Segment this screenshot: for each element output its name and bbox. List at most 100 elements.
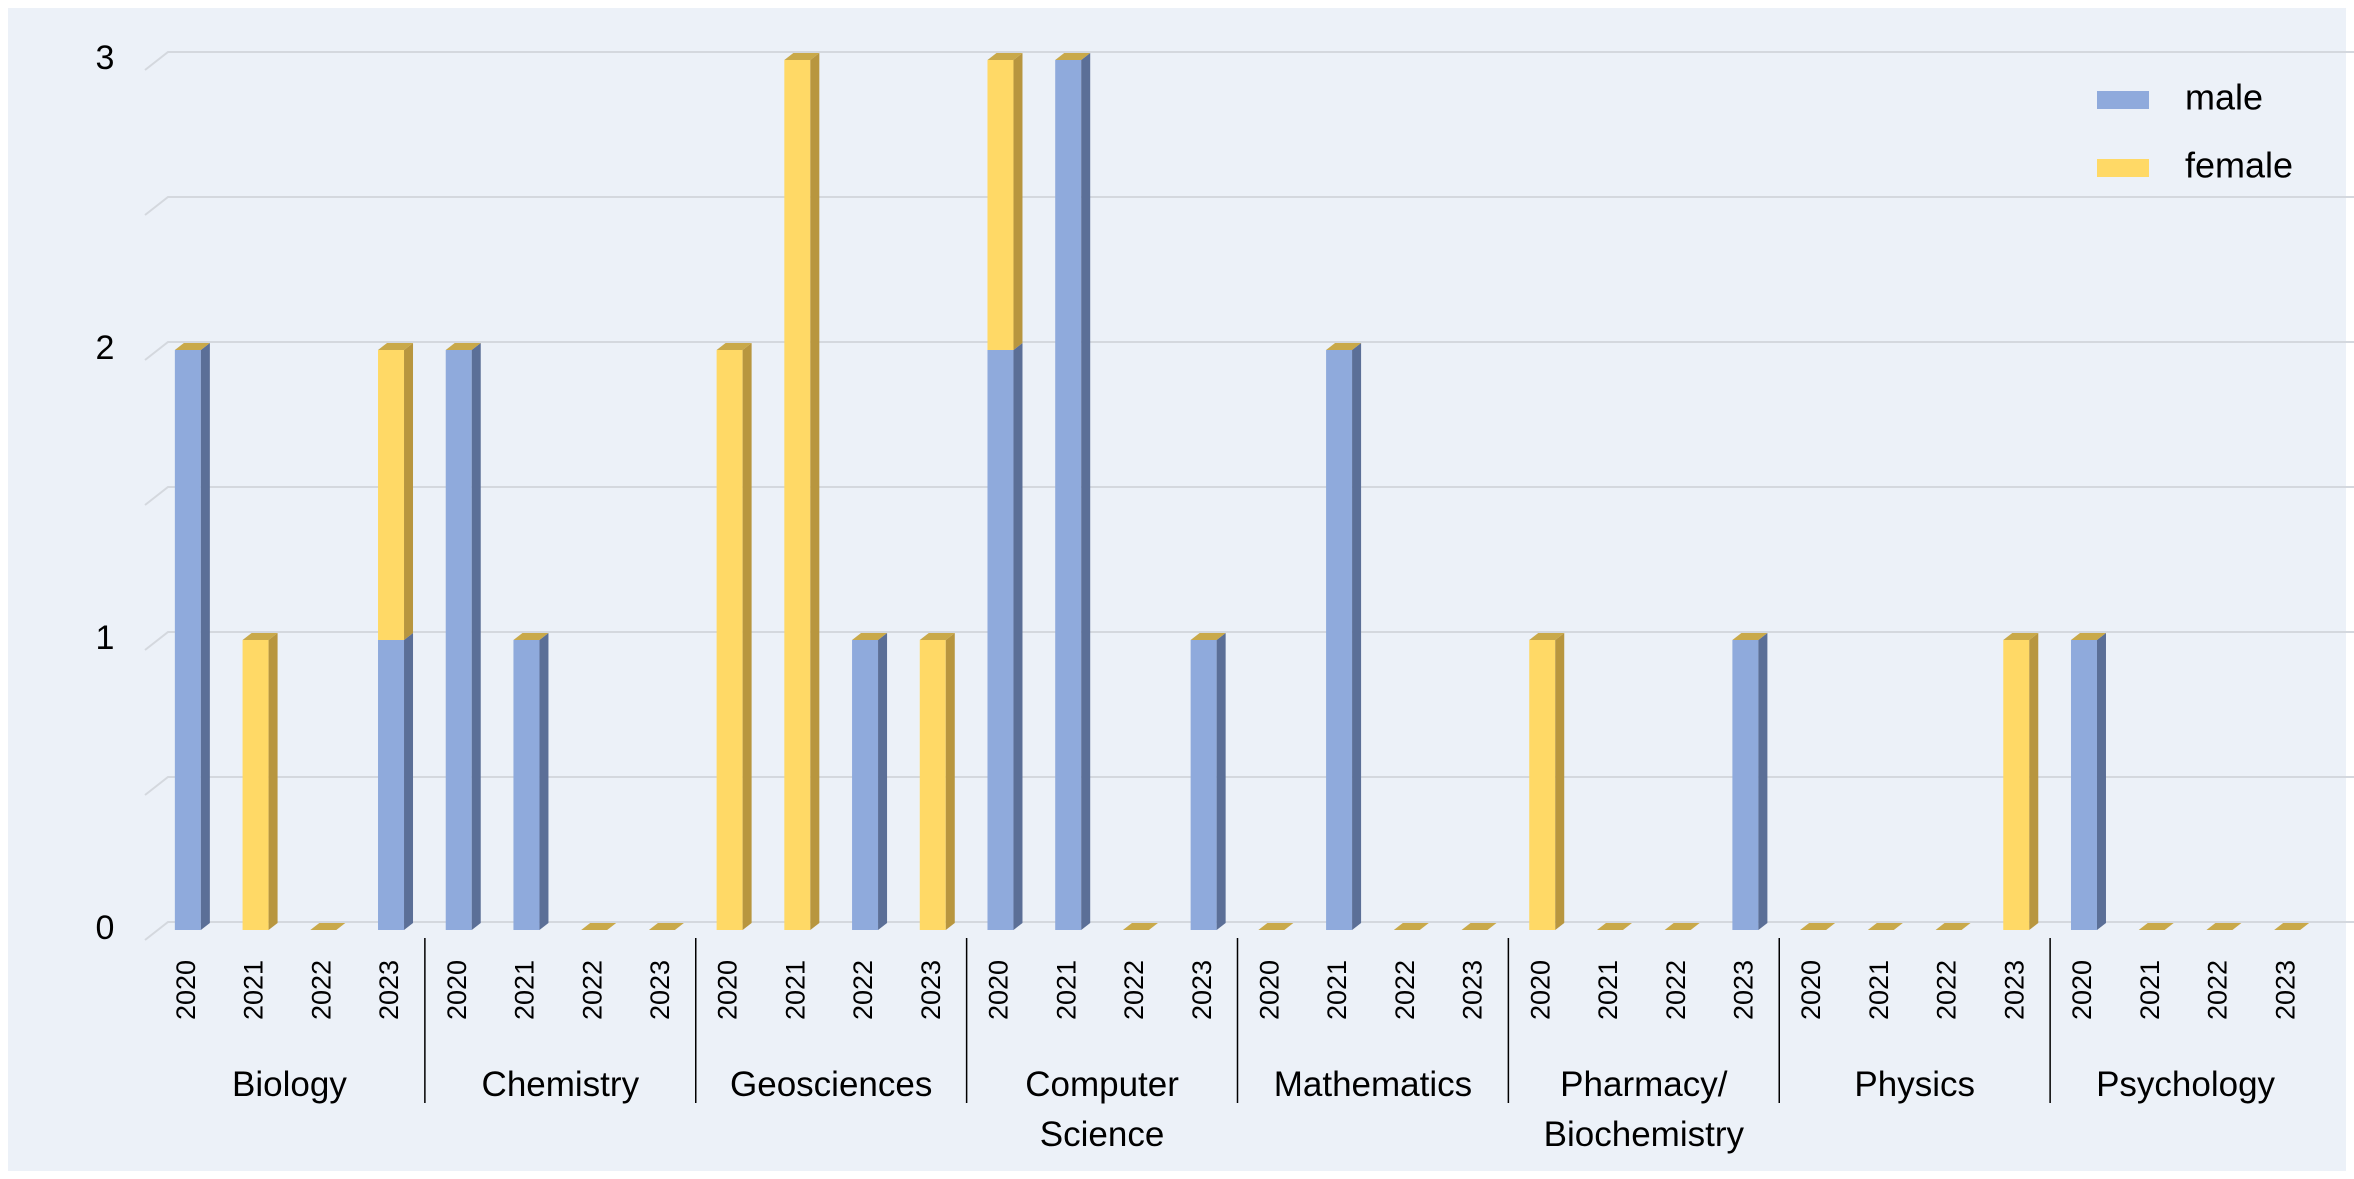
- legend-label: male: [2185, 77, 2263, 118]
- minor-grid-line: [144, 196, 2354, 216]
- x-tick-label: 2020: [1254, 960, 1284, 1020]
- bar-top: [1867, 923, 1903, 930]
- x-tick-label: 2022: [577, 960, 607, 1020]
- minor-grid-line: [144, 776, 2354, 796]
- y-tick-label: 1: [96, 619, 115, 657]
- bar-side: [1081, 53, 1091, 930]
- bar-top: [1664, 923, 1700, 930]
- bar-side: [200, 343, 210, 930]
- x-tick-label: 2020: [713, 960, 743, 1020]
- x-tick-label: 2022: [1390, 960, 1420, 1020]
- bar-top: [1326, 343, 1362, 350]
- bar-top: [378, 343, 414, 350]
- bar-top: [2206, 923, 2242, 930]
- bar-segment: [445, 350, 472, 930]
- x-tick-label: 2021: [510, 960, 540, 1020]
- x-tick-label: 2023: [1999, 960, 2029, 1020]
- x-tick-label: 2022: [1661, 960, 1691, 1020]
- bar-top: [784, 53, 820, 60]
- bar-segment: [2070, 640, 2097, 930]
- bar-top: [2003, 633, 2039, 640]
- bar-top: [919, 633, 955, 640]
- x-tick-label: 2020: [442, 960, 472, 1020]
- x-tick-label: 2023: [916, 960, 946, 1020]
- x-tick-label: 2021: [239, 960, 269, 1020]
- bar-segment: [378, 640, 405, 930]
- bar-side: [1555, 633, 1565, 930]
- x-tick-label: 2022: [2203, 960, 2233, 1020]
- group-label: Biology: [232, 1065, 347, 1104]
- legend-swatch: [2097, 159, 2149, 177]
- bar-segment: [242, 640, 269, 930]
- x-tick-label: 2021: [1593, 960, 1623, 1020]
- bar-side: [810, 53, 820, 930]
- bar-top: [1258, 923, 1294, 930]
- bar-top: [1055, 53, 1091, 60]
- x-tick-label: 2020: [1796, 960, 1826, 1020]
- bar-top: [648, 923, 684, 930]
- group-label: Pharmacy/ Biochemistry: [1543, 1065, 1744, 1154]
- chart-background: [8, 8, 2346, 1171]
- bar-top: [1800, 923, 1836, 930]
- bar-segment: [2003, 640, 2030, 930]
- x-tick-label: 2023: [374, 960, 404, 1020]
- bar-top: [1732, 633, 1768, 640]
- bar-top: [1596, 923, 1632, 930]
- bar-segment: [1732, 640, 1759, 930]
- grid-line: [144, 341, 2354, 361]
- bar-top: [1529, 633, 1565, 640]
- bar-segment: [987, 350, 1014, 930]
- grid-line: [144, 51, 2354, 71]
- bar-top: [1122, 923, 1158, 930]
- x-tick-label: 2023: [2270, 960, 2300, 1020]
- x-tick-label: 2022: [848, 960, 878, 1020]
- x-tick-label: 2022: [1932, 960, 1962, 1020]
- x-tick-label: 2022: [1119, 960, 1149, 1020]
- x-tick-label: 2021: [1864, 960, 1894, 1020]
- bar-segment: [1190, 640, 1217, 930]
- group-label: Psychology: [2096, 1065, 2276, 1104]
- x-tick-label: 2023: [645, 960, 675, 1020]
- bar-segment: [174, 350, 201, 930]
- bar-side: [878, 633, 888, 930]
- bar-side: [742, 343, 752, 930]
- bar-side: [268, 633, 278, 930]
- bar-side: [945, 633, 955, 930]
- group-label: Physics: [1854, 1065, 1975, 1104]
- bar-side: [2096, 633, 2106, 930]
- x-tick-label: 2020: [1525, 960, 1555, 1020]
- bar-top: [581, 923, 617, 930]
- bar-side: [471, 343, 481, 930]
- bar-segment: [919, 640, 946, 930]
- bar-segment: [716, 350, 743, 930]
- x-tick-label: 2021: [1322, 960, 1352, 1020]
- bar-top: [716, 343, 752, 350]
- bar-side: [539, 633, 549, 930]
- bar-top: [2138, 923, 2174, 930]
- x-tick-label: 2020: [2067, 960, 2097, 1020]
- bar-segment: [1326, 350, 1353, 930]
- bar-top: [852, 633, 888, 640]
- bar-top: [310, 923, 346, 930]
- bar-side: [1758, 633, 1768, 930]
- x-tick-label: 2023: [1729, 960, 1759, 1020]
- bar-top: [242, 633, 278, 640]
- bar-side: [404, 343, 414, 640]
- legend-swatch: [2097, 91, 2149, 109]
- minor-grid-line: [144, 486, 2354, 506]
- bar-top: [1393, 923, 1429, 930]
- bar-top: [2070, 633, 2106, 640]
- bar-top: [445, 343, 481, 350]
- bar-side: [2029, 633, 2039, 930]
- bar-side: [404, 633, 414, 930]
- y-tick-label: 0: [96, 909, 115, 947]
- bar-top: [2274, 923, 2310, 930]
- legend-label: female: [2185, 145, 2293, 186]
- group-label: Geosciences: [730, 1065, 933, 1104]
- x-tick-label: 2021: [780, 960, 810, 1020]
- bar-segment: [987, 60, 1014, 350]
- bar-segment: [852, 640, 879, 930]
- x-tick-label: 2021: [1051, 960, 1081, 1020]
